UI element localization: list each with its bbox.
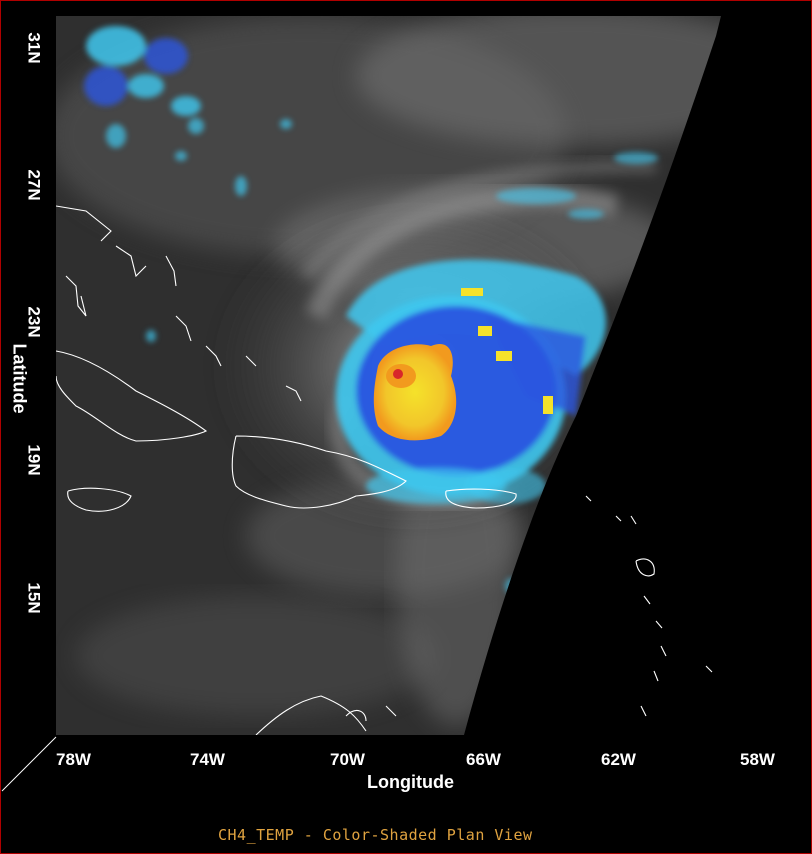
lon-label-70w: 70W (330, 750, 365, 769)
lon-label-78w: 78W (56, 750, 91, 769)
lon-label-74w: 74W (190, 750, 225, 769)
lon-label-66w: 66W (466, 750, 501, 769)
no-data-swath (464, 16, 778, 735)
coastlines (56, 205, 713, 735)
hurricane-core (373, 288, 553, 441)
lat-label-27n: 27N (24, 169, 44, 201)
lat-label-15n: 15N (24, 582, 44, 614)
product-title: CH4_TEMP - Color-Shaded Plan View (218, 826, 533, 844)
latitude-axis-title: Latitude (9, 343, 30, 414)
lon-label-58w: 58W (740, 750, 775, 769)
lon-label-62w: 62W (601, 750, 636, 769)
longitude-axis-title: Longitude (367, 772, 454, 792)
lat-label-31n: 31N (24, 32, 44, 64)
satellite-map: 31N 27N 23N 19N 15N (25, 16, 778, 735)
lat-label-19n: 19N (24, 444, 44, 476)
lat-label-23n: 23N (24, 306, 44, 338)
corner-perspective-line (1, 736, 57, 792)
satellite-imagery (56, 16, 778, 735)
